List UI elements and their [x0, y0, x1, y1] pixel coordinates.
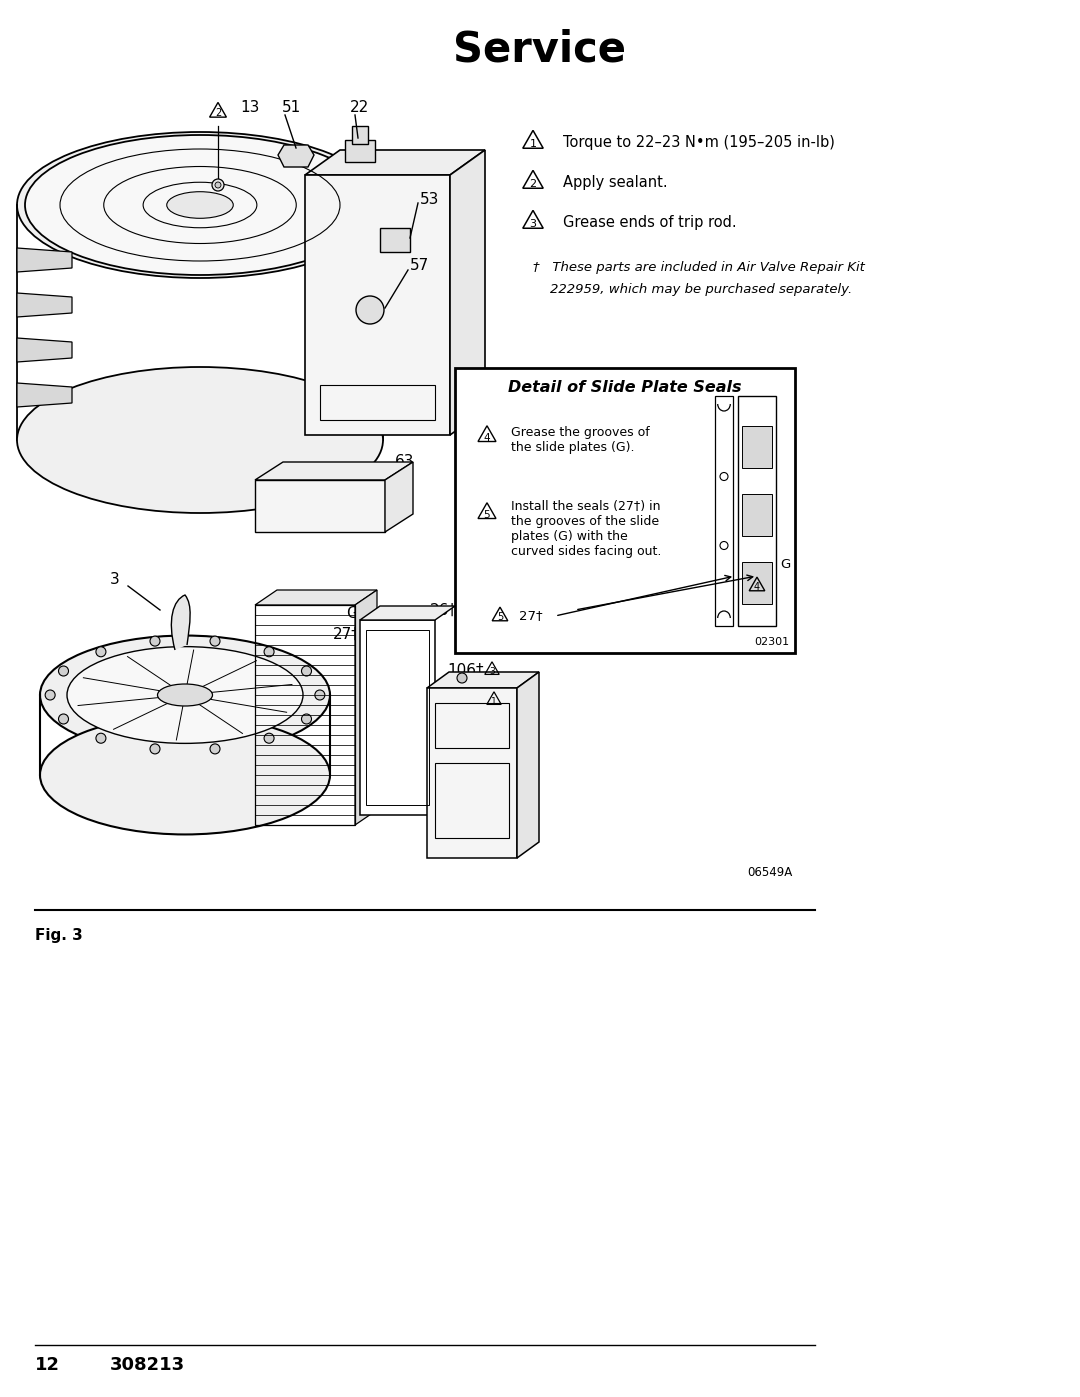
Text: Service: Service — [454, 29, 626, 71]
Polygon shape — [17, 383, 72, 407]
Text: Grease ends of trip rod.: Grease ends of trip rod. — [563, 215, 737, 229]
Polygon shape — [360, 606, 455, 620]
Circle shape — [301, 714, 311, 724]
Circle shape — [210, 636, 220, 645]
Circle shape — [96, 647, 106, 657]
Text: Fig. 3: Fig. 3 — [35, 928, 83, 943]
Bar — [255, 481, 384, 532]
Text: 12: 12 — [35, 1356, 60, 1375]
Circle shape — [150, 636, 160, 645]
Text: 2: 2 — [529, 179, 537, 189]
Bar — [742, 495, 772, 536]
Bar — [320, 386, 435, 420]
Text: G: G — [780, 557, 791, 570]
Ellipse shape — [67, 647, 303, 743]
Text: 26†: 26† — [430, 602, 457, 617]
Polygon shape — [427, 672, 539, 687]
Circle shape — [315, 690, 325, 700]
Bar — [738, 395, 777, 626]
Bar — [255, 605, 355, 826]
Text: 5: 5 — [497, 612, 503, 623]
Polygon shape — [305, 149, 485, 175]
Text: Detail of Slide Plate Seals: Detail of Slide Plate Seals — [509, 380, 742, 395]
Text: 27†: 27† — [334, 626, 360, 641]
Text: 2: 2 — [215, 109, 221, 119]
Circle shape — [457, 673, 467, 683]
Polygon shape — [17, 293, 72, 317]
Bar — [360, 620, 435, 814]
Polygon shape — [384, 462, 413, 532]
Bar — [366, 630, 429, 805]
Ellipse shape — [17, 131, 383, 278]
Bar — [455, 367, 795, 652]
Text: 51: 51 — [282, 99, 301, 115]
Bar — [742, 426, 772, 468]
Ellipse shape — [25, 136, 375, 275]
Circle shape — [215, 182, 221, 189]
Text: 1: 1 — [491, 697, 497, 705]
Bar — [742, 562, 772, 604]
Circle shape — [212, 179, 224, 191]
Circle shape — [96, 733, 106, 743]
Ellipse shape — [40, 636, 330, 754]
Circle shape — [58, 714, 68, 724]
Text: 28: 28 — [464, 693, 484, 707]
Text: 53: 53 — [420, 193, 440, 208]
Text: 63: 63 — [395, 454, 415, 469]
Polygon shape — [255, 590, 377, 605]
Circle shape — [265, 733, 274, 743]
Text: 308213: 308213 — [110, 1356, 185, 1375]
Circle shape — [210, 743, 220, 754]
Bar — [305, 175, 450, 434]
Circle shape — [150, 743, 160, 754]
Text: 5: 5 — [484, 510, 490, 520]
Ellipse shape — [40, 715, 330, 834]
Ellipse shape — [166, 191, 233, 218]
Circle shape — [356, 296, 384, 324]
Circle shape — [45, 690, 55, 700]
Text: 222959, which may be purchased separately.: 222959, which may be purchased separatel… — [534, 284, 852, 296]
Bar — [435, 763, 509, 838]
Text: 1: 1 — [529, 138, 537, 149]
Text: 22: 22 — [350, 99, 369, 115]
PathPatch shape — [172, 595, 190, 650]
Text: 25: 25 — [484, 757, 503, 773]
Polygon shape — [450, 149, 485, 434]
Polygon shape — [17, 249, 72, 272]
Text: Grease the grooves of
the slide plates (G).: Grease the grooves of the slide plates (… — [511, 426, 650, 454]
Circle shape — [265, 647, 274, 657]
Text: 3: 3 — [489, 666, 495, 676]
Text: 06549A: 06549A — [746, 866, 792, 879]
Circle shape — [58, 666, 68, 676]
Bar — [380, 228, 410, 251]
Text: 13: 13 — [240, 99, 259, 115]
Text: 57: 57 — [410, 257, 429, 272]
Polygon shape — [17, 338, 72, 362]
Text: 27†: 27† — [519, 609, 542, 623]
Text: 02301: 02301 — [754, 637, 789, 647]
Polygon shape — [255, 462, 413, 481]
Text: 3: 3 — [110, 573, 120, 588]
Text: G: G — [346, 606, 357, 622]
Text: Apply sealant.: Apply sealant. — [563, 175, 667, 190]
Bar — [435, 703, 509, 747]
Ellipse shape — [158, 685, 213, 705]
Text: 3: 3 — [529, 219, 537, 229]
Ellipse shape — [17, 367, 383, 513]
Polygon shape — [278, 145, 314, 168]
Bar — [352, 126, 368, 144]
Text: 106†: 106† — [447, 662, 484, 678]
Polygon shape — [355, 590, 377, 826]
Bar — [427, 687, 517, 858]
Text: †   These parts are included in Air Valve Repair Kit: † These parts are included in Air Valve … — [534, 261, 865, 274]
Text: Install the seals (27†) in
the grooves of the slide
plates (G) with the
curved s: Install the seals (27†) in the grooves o… — [511, 500, 661, 557]
Text: 4: 4 — [754, 583, 760, 592]
Bar — [715, 395, 733, 626]
Text: Torque to 22–23 N•m (195–205 in-lb): Torque to 22–23 N•m (195–205 in-lb) — [563, 134, 835, 149]
Polygon shape — [517, 672, 539, 858]
Bar — [345, 140, 375, 162]
Text: 4: 4 — [484, 433, 490, 443]
Circle shape — [301, 666, 311, 676]
